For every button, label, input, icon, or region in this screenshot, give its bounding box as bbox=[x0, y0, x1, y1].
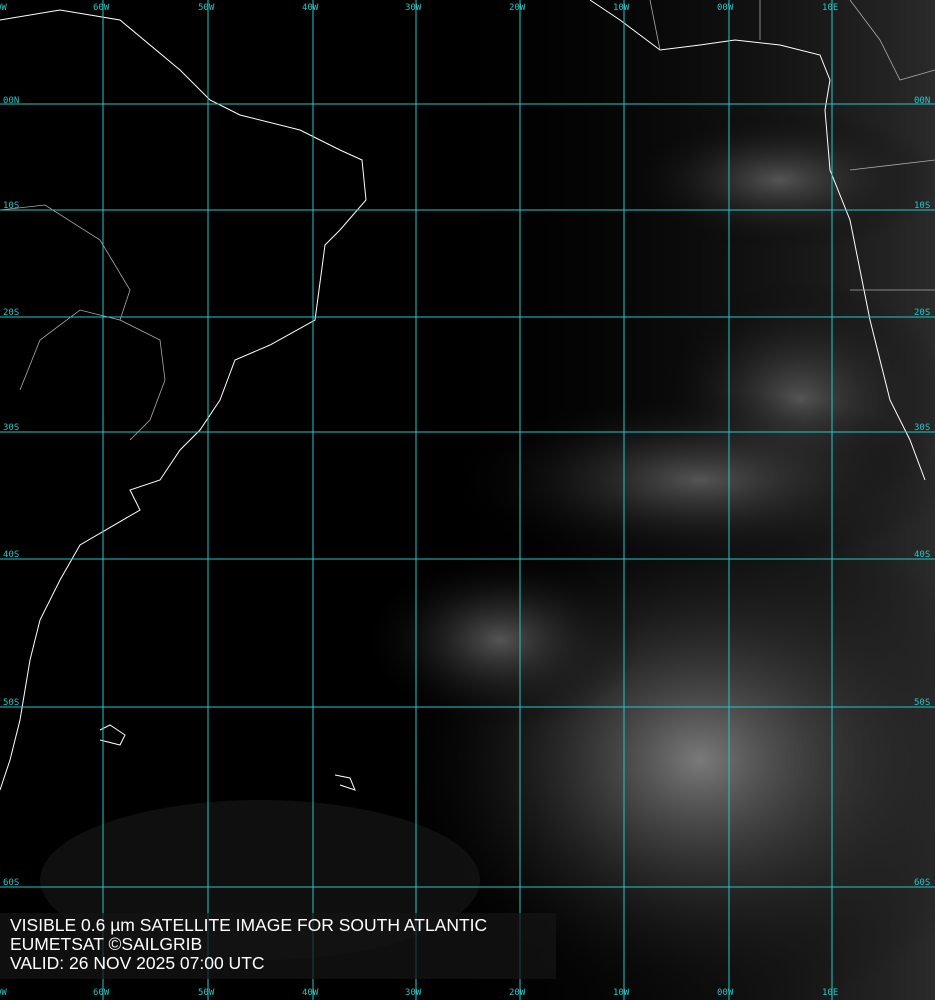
lat-label-left: 00N bbox=[3, 96, 20, 106]
lat-label-right: 20S bbox=[914, 308, 931, 318]
lon-label-bottom: 10E bbox=[822, 988, 839, 998]
lon-label-bottom: 20W bbox=[509, 988, 526, 998]
lat-label-left: 20S bbox=[3, 308, 20, 318]
lon-label-top: 40W bbox=[302, 3, 319, 13]
lon-label-bottom: 40W bbox=[302, 988, 319, 998]
lon-label-bottom: 60W bbox=[93, 988, 110, 998]
caption-credit: EUMETSAT ©SAILGRIB bbox=[10, 934, 203, 954]
image-caption: VISIBLE 0.6 µm SATELLITE IMAGE FOR SOUTH… bbox=[0, 913, 556, 979]
lon-label-top: 0W bbox=[0, 3, 7, 13]
lat-label-right: 10S bbox=[914, 201, 931, 211]
lat-label-left: 40S bbox=[3, 550, 20, 560]
lon-label-bottom: 0W bbox=[0, 988, 7, 998]
lon-label-bottom: 50W bbox=[198, 988, 215, 998]
borders bbox=[0, 0, 935, 441]
cloud-mid bbox=[360, 550, 640, 730]
lat-label-right: 30S bbox=[914, 423, 931, 433]
lon-label-top: 10E bbox=[822, 3, 839, 13]
lat-label-left: 30S bbox=[3, 423, 20, 433]
lon-label-top: 10W bbox=[613, 3, 630, 13]
caption-title: VISIBLE 0.6 µm SATELLITE IMAGE FOR SOUTH… bbox=[10, 915, 488, 935]
caption-valid-time: VALID: 26 NOV 2025 07:00 UTC bbox=[10, 953, 265, 973]
cloud-band bbox=[450, 390, 935, 570]
lat-label-right: 40S bbox=[914, 550, 931, 560]
lat-label-right: 50S bbox=[914, 698, 931, 708]
lon-label-bottom: 30W bbox=[405, 988, 422, 998]
lat-label-left: 10S bbox=[3, 201, 20, 211]
lon-label-top: 20W bbox=[509, 3, 526, 13]
lon-label-top: 50W bbox=[198, 3, 215, 13]
coastlines bbox=[0, 0, 926, 791]
lat-label-left: 50S bbox=[3, 698, 20, 708]
lat-label-left: 60S bbox=[3, 878, 20, 888]
lat-label-right: 60S bbox=[914, 878, 931, 888]
cloud-equator bbox=[620, 110, 935, 250]
lon-label-bottom: 10W bbox=[613, 988, 630, 998]
lon-label-top: 30W bbox=[405, 3, 422, 13]
lon-label-bottom: 00W bbox=[717, 988, 734, 998]
lat-label-right: 00N bbox=[914, 96, 931, 106]
lon-label-top: 60W bbox=[93, 3, 110, 13]
lon-label-top: 00W bbox=[717, 3, 734, 13]
